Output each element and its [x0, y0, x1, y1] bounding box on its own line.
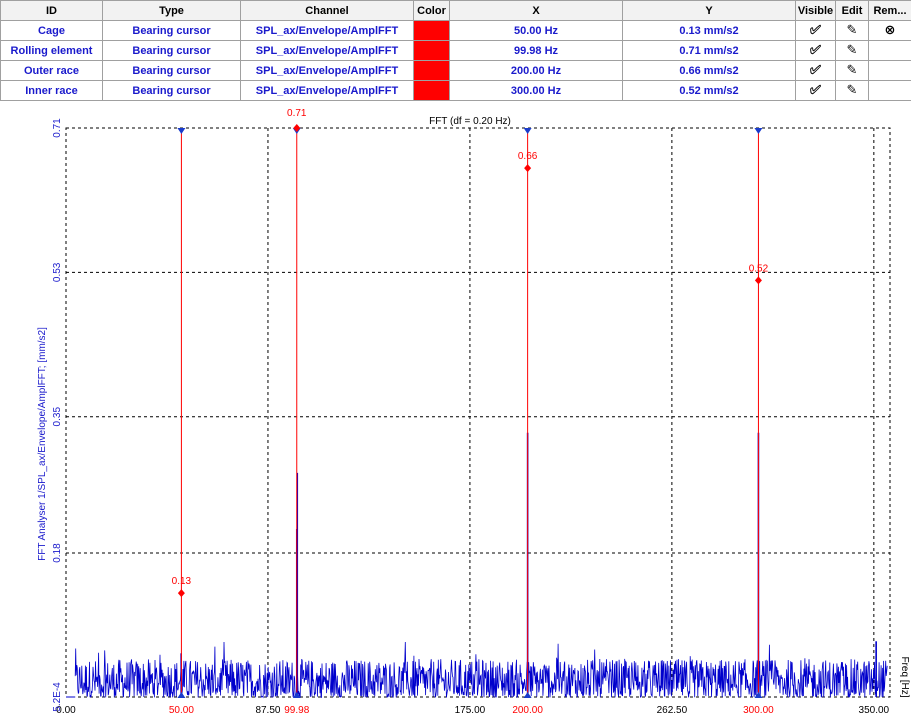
spectrum-line	[74, 641, 888, 699]
header-remove[interactable]: Rem...	[868, 0, 911, 21]
cursor-color-swatch[interactable]	[413, 40, 450, 61]
pencil-icon[interactable]: ✎	[846, 43, 858, 58]
cursor-top-handle	[177, 128, 186, 134]
check-circle-icon[interactable]: ✅︎	[810, 63, 821, 78]
cursor-x-label: 50.00	[169, 705, 194, 716]
header-color[interactable]: Color	[413, 0, 450, 21]
y-tick-label: 0.71	[52, 118, 63, 138]
cursor-top-handle	[523, 128, 532, 134]
cursor-point	[524, 164, 532, 173]
y-axis-label: FFT Analyser 1/SPL_ax/Envelope/AmplFFT; …	[37, 327, 48, 561]
y-tick-label: 0.53	[52, 262, 63, 282]
cursor-x-label: 99.98	[284, 705, 309, 716]
cursor-id: Cage	[0, 20, 103, 41]
chart-title: FFT (df = 0.20 Hz)	[429, 116, 511, 127]
cursor-y: 0.52 mm/s2	[622, 80, 796, 101]
cursor-id: Rolling element	[0, 40, 103, 61]
cursor-value-label: 0.52	[749, 263, 769, 274]
cursor-id: Inner race	[0, 80, 103, 101]
cursor-value-label: 0.13	[172, 576, 192, 587]
cursor-channel: SPL_ax/Envelope/AmplFFT	[240, 40, 414, 61]
cursor-type: Bearing cursor	[102, 80, 241, 101]
cursor-type: Bearing cursor	[102, 60, 241, 81]
cursor-x: 99.98 Hz	[449, 40, 623, 61]
visible-cell: ✅︎	[795, 80, 836, 101]
visible-cell: ✅︎	[795, 20, 836, 41]
pencil-icon[interactable]: ✎	[846, 83, 858, 98]
x-circle-icon[interactable]: ⊗	[884, 23, 896, 38]
check-circle-icon[interactable]: ✅︎	[810, 83, 821, 98]
cursor-color-swatch[interactable]	[413, 20, 450, 41]
visible-cell: ✅︎	[795, 40, 836, 61]
spectrum-series	[66, 432, 888, 699]
y-tick-label: 5.2E-4	[52, 682, 63, 712]
cursor-point	[293, 124, 301, 132]
chart-axes: 50.00 99.98 200.00 300.00 0.00 87.50 175.00 262…	[52, 118, 890, 716]
header-channel[interactable]: Channel	[240, 0, 414, 21]
cursor-color-swatch[interactable]	[413, 80, 450, 101]
header-id[interactable]: ID	[0, 0, 103, 21]
table-row[interactable]: Cage Bearing cursor SPL_ax/Envelope/Ampl…	[0, 20, 911, 41]
cursor-point	[754, 276, 762, 285]
x-tick-label: 87.50	[255, 705, 280, 716]
cursor-y: 0.13 mm/s2	[622, 20, 796, 41]
cursor-channel: SPL_ax/Envelope/AmplFFT	[240, 60, 414, 81]
header-x[interactable]: X	[449, 0, 623, 21]
remove-cell	[868, 40, 911, 61]
remove-cell: ⊗	[868, 20, 911, 41]
cursor-y: 0.71 mm/s2	[622, 40, 796, 61]
check-circle-icon[interactable]: ✅︎	[810, 23, 821, 38]
cursor-x: 300.00 Hz	[449, 80, 623, 101]
cursor-bottom-handle	[292, 692, 301, 698]
cursor-value-label: 0.71	[287, 108, 307, 119]
cursor-color-swatch[interactable]	[413, 60, 450, 81]
table-row[interactable]: Outer race Bearing cursor SPL_ax/Envelop…	[0, 60, 911, 81]
header-y[interactable]: Y	[622, 0, 796, 21]
check-circle-icon[interactable]: ✅︎	[810, 43, 821, 58]
cursor-x: 50.00 Hz	[449, 20, 623, 41]
cursor-value-label: 0.66	[518, 151, 538, 162]
edit-cell: ✎	[835, 20, 869, 41]
cursor-channel: SPL_ax/Envelope/AmplFFT	[240, 80, 414, 101]
header-type[interactable]: Type	[102, 0, 241, 21]
x-axis-label: Freq [Hz]	[899, 656, 910, 697]
cursor-markers[interactable]: 0.13 0.71 0.66 0.52	[172, 108, 769, 698]
cursor-type: Bearing cursor	[102, 40, 241, 61]
x-tick-label: 175.00	[455, 705, 486, 716]
table-row[interactable]: Inner race Bearing cursor SPL_ax/Envelop…	[0, 80, 911, 101]
visible-cell: ✅︎	[795, 60, 836, 81]
edit-cell: ✎	[835, 80, 869, 101]
table-header-row: ID Type Channel Color X Y Visible Edit R…	[0, 0, 911, 21]
fft-chart[interactable]: 0.13 0.71 0.66 0.52 50.00 99.98 200.00 300.00 0…	[0, 104, 911, 716]
pencil-icon[interactable]: ✎	[846, 63, 858, 78]
cursor-bottom-handle	[523, 692, 532, 698]
cursor-table: ID Type Channel Color X Y Visible Edit R…	[0, 0, 911, 101]
cursor-channel: SPL_ax/Envelope/AmplFFT	[240, 20, 414, 41]
plot-frame	[65, 127, 891, 698]
cursor-y: 0.66 mm/s2	[622, 60, 796, 81]
pencil-icon[interactable]: ✎	[846, 23, 858, 38]
edit-cell: ✎	[835, 60, 869, 81]
y-tick-label: 0.35	[52, 407, 63, 427]
cursor-point	[177, 589, 185, 598]
cursor-x-label: 200.00	[512, 705, 543, 716]
remove-cell	[868, 80, 911, 101]
header-visible[interactable]: Visible	[795, 0, 836, 21]
table-row[interactable]: Rolling element Bearing cursor SPL_ax/En…	[0, 40, 911, 61]
cursor-top-handle	[754, 128, 763, 134]
cursor-id: Outer race	[0, 60, 103, 81]
remove-cell	[868, 60, 911, 81]
cursor-type: Bearing cursor	[102, 20, 241, 41]
cursor-x: 200.00 Hz	[449, 60, 623, 81]
x-tick-label: 0.00	[56, 705, 76, 716]
edit-cell: ✎	[835, 40, 869, 61]
header-edit[interactable]: Edit	[835, 0, 869, 21]
x-tick-label: 262.50	[657, 705, 688, 716]
cursor-bottom-handle	[177, 692, 186, 698]
cursor-bottom-handle	[754, 692, 763, 698]
cursor-x-label: 300.00	[743, 705, 774, 716]
x-tick-label: 350.00	[859, 705, 890, 716]
y-tick-label: 0.18	[52, 543, 63, 563]
chart-grid	[65, 127, 891, 698]
